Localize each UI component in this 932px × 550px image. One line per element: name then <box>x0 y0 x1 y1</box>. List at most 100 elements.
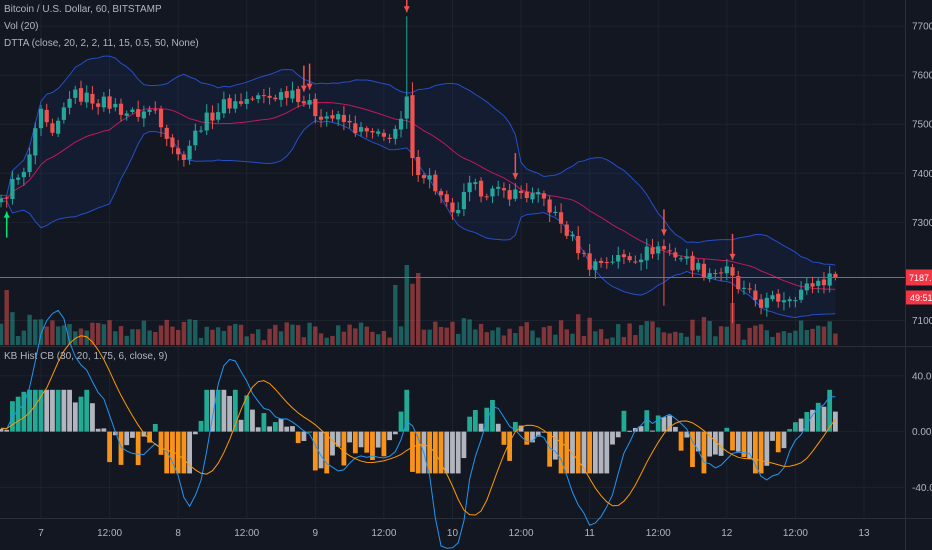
osc-hist-bar <box>832 411 838 432</box>
osc-hist-bar <box>747 431 753 459</box>
volume-bar <box>318 333 324 345</box>
price-tick-label: 7600.00 <box>912 71 932 82</box>
price-tick-label: 7300.00 <box>912 218 932 229</box>
candle <box>256 92 261 104</box>
time-axis: 7 12:00 8 12:00 9 12:00 10 12:00 11 12:00 12 12:00 1… <box>38 528 870 539</box>
candle <box>798 281 804 303</box>
osc-hist-bar <box>552 431 558 460</box>
candle-body <box>296 88 301 103</box>
candle <box>661 239 667 306</box>
candle <box>341 106 346 131</box>
osc-hist-bar <box>78 396 84 432</box>
candle <box>238 93 244 107</box>
volume-bar <box>564 329 569 345</box>
volume-bar <box>433 321 438 345</box>
osc-hist-bar <box>90 403 95 432</box>
volume-bar <box>667 333 672 345</box>
candle-body <box>16 177 21 180</box>
volume-bar <box>215 327 221 345</box>
volume-bar <box>513 333 518 345</box>
osc-hist-bar <box>724 427 730 432</box>
volume-bar <box>67 324 72 345</box>
osc-hist-bar <box>27 389 32 432</box>
candle <box>816 278 821 293</box>
candle <box>804 277 809 295</box>
legend-volume: Vol (20) <box>4 21 39 32</box>
sell-arrow-head <box>729 253 736 260</box>
candle-body <box>810 283 815 287</box>
osc-hist-bar <box>592 431 598 474</box>
candle-body <box>638 259 644 263</box>
candle-body <box>153 109 158 111</box>
volume-bar <box>644 321 649 345</box>
candle <box>198 126 204 134</box>
candle <box>21 167 26 186</box>
osc-hist-bar <box>410 431 415 472</box>
candle-body <box>547 199 552 213</box>
candle <box>181 151 186 167</box>
candle-body <box>181 154 186 160</box>
volume-bar <box>678 332 684 345</box>
candle-body <box>530 193 535 200</box>
candle <box>141 105 146 127</box>
osc-hist-bar <box>501 431 507 445</box>
osc-hist-bar <box>15 396 21 432</box>
candle <box>496 180 501 196</box>
candle <box>324 111 329 127</box>
osc-hist-bar <box>135 431 141 466</box>
candle <box>398 111 404 138</box>
osc-hist-bar <box>804 411 810 432</box>
osc-hist-bar <box>581 431 587 474</box>
price-tick-label: 7400.00 <box>912 169 932 180</box>
sell-arrow-head <box>660 229 667 236</box>
candle <box>404 16 409 129</box>
candle-body <box>707 273 712 279</box>
candle-body <box>113 103 118 108</box>
osc-hist-bar <box>164 431 170 474</box>
sell-arrow-head <box>300 85 307 92</box>
candle <box>684 248 689 265</box>
candle <box>227 94 232 114</box>
candle-body <box>313 98 318 117</box>
osc-hist-bar <box>735 431 741 452</box>
volume-bar <box>776 332 781 345</box>
osc-hist-bar <box>472 409 478 432</box>
candle <box>244 91 249 110</box>
candle-body <box>673 252 678 258</box>
candle <box>393 125 398 145</box>
candle-body <box>496 186 501 189</box>
candle-body <box>461 192 467 210</box>
osc-hist-bar <box>598 431 604 474</box>
candle-body <box>301 101 306 104</box>
candle <box>38 104 44 137</box>
candle-body <box>610 261 615 263</box>
volume-bar <box>307 322 312 345</box>
candle-body <box>67 98 72 108</box>
candle <box>233 94 238 113</box>
volume-bar <box>170 326 175 345</box>
volume-bar <box>804 330 810 345</box>
osc-hist-bar <box>684 431 690 438</box>
osc-hist-bar <box>718 431 724 456</box>
candle <box>467 175 472 202</box>
candle-body <box>96 103 101 107</box>
volume-bar <box>347 324 352 345</box>
countdown-badge <box>906 290 932 305</box>
candle <box>50 118 55 137</box>
volume-bar <box>255 329 261 345</box>
band-upper <box>0 55 836 266</box>
osc-hist-bar <box>318 431 324 469</box>
osc-hist-bar <box>558 431 564 474</box>
volume-bar <box>273 324 278 345</box>
candle-body <box>541 193 547 199</box>
volume-bar <box>507 328 512 345</box>
candle-body <box>558 212 564 224</box>
volume-bar <box>484 332 489 345</box>
candle <box>364 126 369 138</box>
volume-bar <box>421 329 427 345</box>
volume-bar <box>4 290 9 345</box>
osc-hist-bar <box>312 431 318 471</box>
signal-arrows <box>3 0 736 260</box>
